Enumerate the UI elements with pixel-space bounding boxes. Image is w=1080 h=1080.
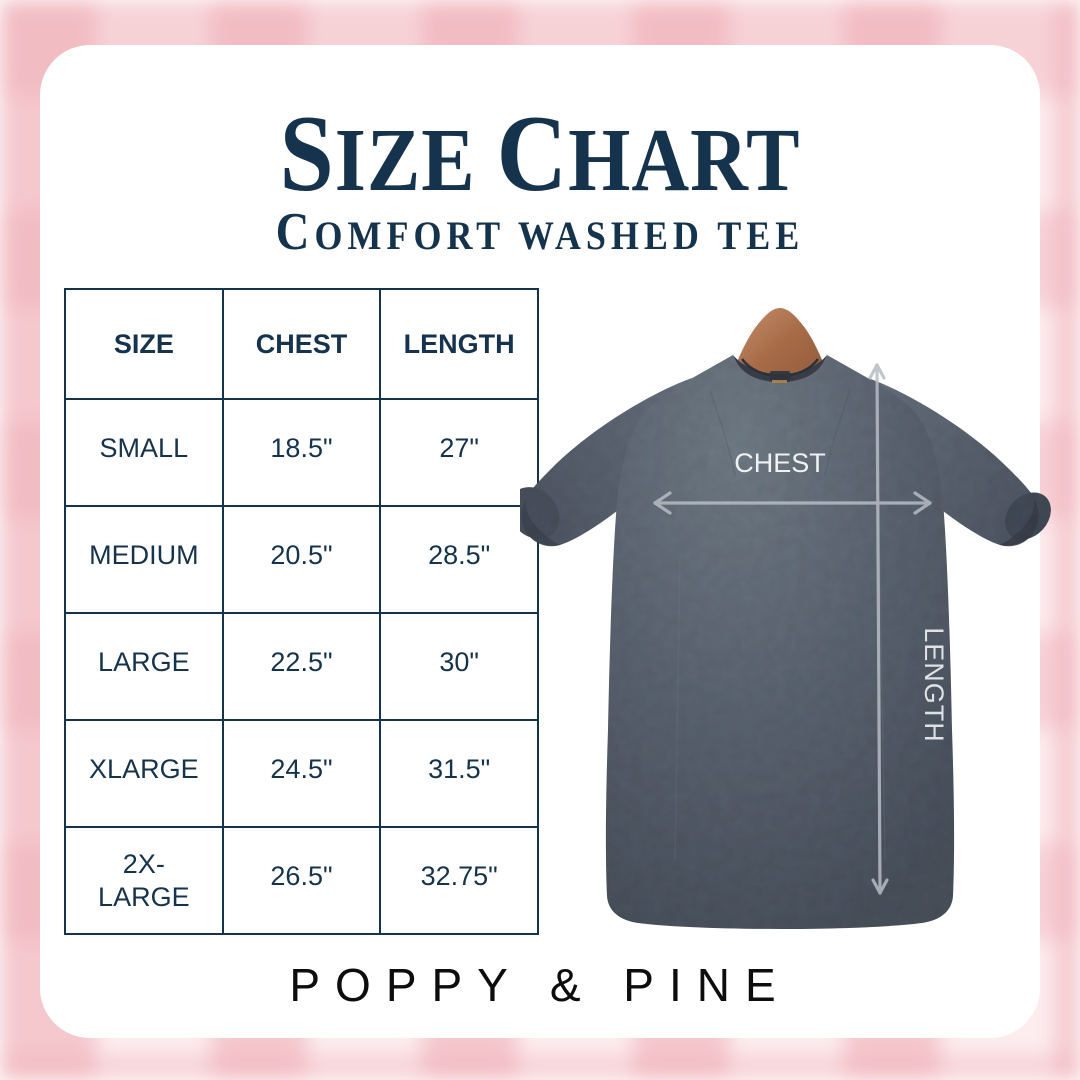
svg-text:LENGTH: LENGTH [919, 627, 949, 743]
svg-text:CHEST: CHEST [734, 448, 826, 478]
